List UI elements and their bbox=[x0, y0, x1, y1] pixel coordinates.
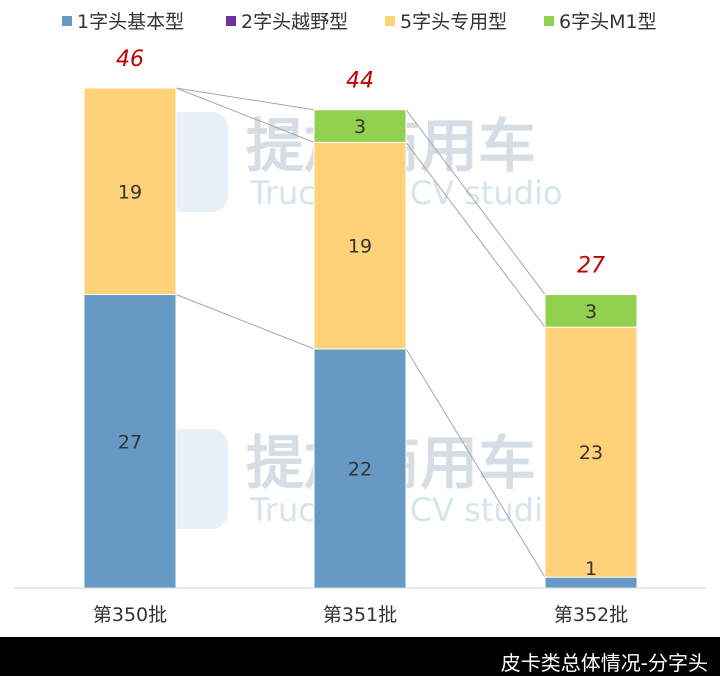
data-label: 1 bbox=[585, 558, 597, 580]
total-label: 27 bbox=[577, 254, 605, 279]
legend-label-3: 5字头专用型 bbox=[400, 11, 507, 33]
connector-line bbox=[405, 109, 546, 295]
data-label: 3 bbox=[585, 301, 597, 323]
bar-segment bbox=[313, 348, 407, 589]
bar-segment bbox=[83, 294, 177, 589]
bar-segment bbox=[544, 294, 638, 328]
connector-line bbox=[405, 348, 546, 578]
legend: 1字头基本型 2字头越野型 5字头专用型 6字头M1型 bbox=[62, 11, 657, 33]
total-label: 44 bbox=[346, 69, 374, 94]
bar-segment bbox=[83, 87, 177, 296]
legend-label-4: 6字头M1型 bbox=[559, 11, 657, 33]
total-label: 46 bbox=[116, 47, 144, 72]
data-label: 19 bbox=[348, 236, 372, 258]
bar-segment bbox=[544, 326, 638, 578]
legend-swatch-2 bbox=[226, 16, 236, 26]
bar-segment bbox=[313, 109, 407, 143]
legend-swatch-1 bbox=[62, 16, 72, 26]
connector-line bbox=[175, 87, 315, 143]
x-axis-ticks: 第350批 第351批 第352批 bbox=[93, 604, 628, 626]
connector-line bbox=[175, 294, 315, 350]
data-label: 19 bbox=[118, 181, 142, 203]
stacked-bar-chart: 提加商用车TruckPlus CV studio提加商用车TruckPlus C… bbox=[14, 11, 706, 626]
connector-line bbox=[405, 142, 546, 328]
data-label: 22 bbox=[348, 458, 372, 480]
label-layer: 27 19 46 22 19 3 44 1 23 3 27 bbox=[116, 47, 605, 580]
footer-bar: 皮卡类总体情况-分字头 bbox=[0, 637, 720, 676]
legend-swatch-4 bbox=[544, 16, 554, 26]
x-tick-label: 第351批 bbox=[323, 604, 397, 626]
x-tick-label: 第352批 bbox=[554, 604, 628, 626]
bar-segment bbox=[313, 141, 407, 350]
data-label: 27 bbox=[118, 431, 142, 453]
connector-lines bbox=[175, 87, 546, 578]
legend-label-1: 1字头基本型 bbox=[77, 11, 184, 33]
x-tick-label: 第350批 bbox=[93, 604, 167, 626]
connector-line bbox=[175, 87, 315, 111]
bar-layer bbox=[83, 87, 638, 589]
legend-label-2: 2字头越野型 bbox=[241, 11, 348, 33]
data-label: 23 bbox=[579, 442, 603, 464]
legend-swatch-3 bbox=[385, 16, 395, 26]
data-label: 3 bbox=[354, 116, 366, 138]
footer-caption: 皮卡类总体情况-分字头 bbox=[500, 651, 708, 675]
